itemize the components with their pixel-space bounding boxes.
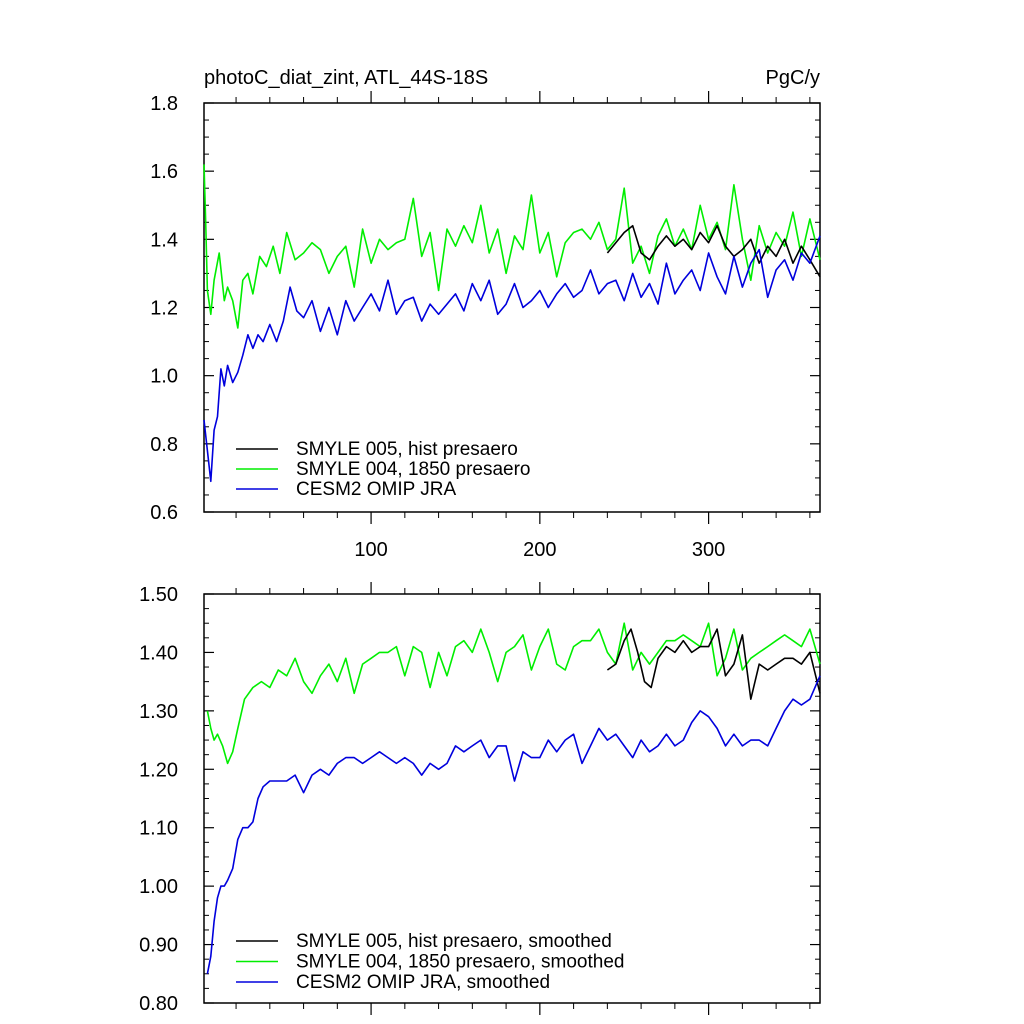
bottom-legend-label-1: SMYLE 004, 1850 presaero, smoothed (296, 952, 624, 973)
bottom-series-line-2 (206, 675, 821, 974)
top-legend-label-1: SMYLE 004, 1850 presaero (296, 459, 531, 480)
top-x-tick-label: 100 (354, 539, 387, 561)
top-panel: photoC_diat_zint, ATL_44S-18S PgC/y 0.60… (150, 67, 821, 561)
top-series-line-1 (203, 164, 821, 329)
bottom-legend-label-0: SMYLE 005, hist presaero, smoothed (296, 931, 612, 952)
bottom-panel: 0.80 0.90 1.00 1.10 1.20 1.30 1.40 1.50 SMYLE 0… (139, 582, 821, 1015)
bottom-axis-ticks: 0.80 0.90 1.00 1.10 1.20 1.30 1.40 1.50 (139, 582, 820, 1015)
top-y-tick-label: 1.4 (150, 229, 178, 251)
bottom-y-tick-label: 1.50 (139, 584, 178, 606)
top-y-tick-label: 1.6 (150, 161, 178, 183)
top-legend-label-2: CESM2 OMIP JRA (296, 479, 456, 500)
top-title-right: PgC/y (766, 67, 820, 89)
bottom-legend-label-2: CESM2 OMIP JRA, smoothed (296, 972, 550, 993)
bottom-y-tick-label: 1.20 (139, 759, 178, 781)
top-axis-ticks: 0.6 0.8 1.0 1.2 1.4 1.6 1.8 100 200 300 (150, 91, 820, 561)
top-series-lines (203, 164, 821, 483)
top-y-tick-label: 1.2 (150, 298, 178, 320)
top-y-tick-label: 0.6 (150, 502, 178, 524)
bottom-y-tick-label: 1.10 (139, 818, 178, 840)
bottom-legend: SMYLE 005, hist presaero, smoothedSMYLE … (236, 931, 624, 993)
top-series-line-0 (606, 224, 821, 278)
top-y-tick-label: 1.8 (150, 93, 178, 115)
bottom-series-line-0 (606, 628, 821, 701)
bottom-y-tick-label: 0.90 (139, 935, 178, 957)
top-y-tick-label: 1.0 (150, 366, 178, 388)
top-legend-label-0: SMYLE 005, hist presaero (296, 439, 518, 460)
top-x-tick-label: 300 (692, 539, 725, 561)
top-y-tick-label: 0.8 (150, 434, 178, 456)
bottom-y-tick-label: 1.30 (139, 701, 178, 723)
top-series-line-2 (203, 235, 821, 483)
bottom-y-tick-label: 0.80 (139, 993, 178, 1015)
top-title-left: photoC_diat_zint, ATL_44S-18S (204, 67, 488, 89)
bottom-y-tick-label: 1.40 (139, 642, 178, 664)
bottom-y-tick-label: 1.00 (139, 876, 178, 898)
bottom-series-lines (206, 622, 821, 974)
top-x-tick-label: 200 (523, 539, 556, 561)
